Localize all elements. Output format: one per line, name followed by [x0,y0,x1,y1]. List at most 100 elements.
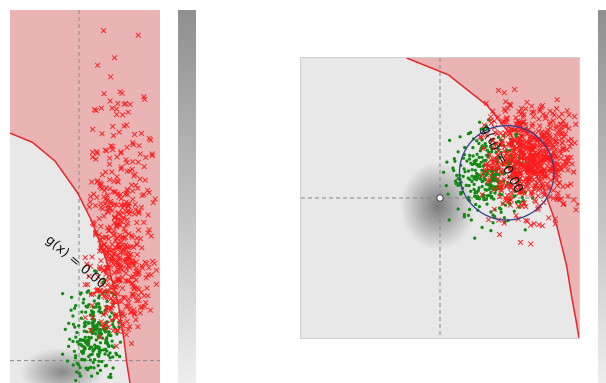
left-safe-point [75,361,79,365]
right-failure-point [558,150,564,157]
right-failure-point [547,134,553,141]
left-safe-point [108,356,112,360]
right-failure-point [541,168,547,175]
left-failure-point [101,90,107,97]
right-failure-point [564,146,570,153]
right-failure-point [496,184,502,191]
left-safe-point [108,351,112,355]
right-safe-point [485,202,489,206]
right-failure-point [556,173,562,179]
right-safe-point [446,192,450,196]
right-safe-point [455,173,459,177]
right-safe-point [487,193,491,197]
left-failure-point [143,275,149,281]
left-failure-point [131,284,137,291]
left-safe-point [103,352,107,356]
left-failure-point [110,188,116,195]
left-failure-point [102,169,109,175]
left-failure-point [132,271,138,277]
left-failure-point [125,262,132,269]
left-failure-point [126,323,133,330]
left-safe-point [93,358,97,362]
left-failure-point [126,200,133,207]
left-safe-point [83,347,87,351]
right-safe-point [444,184,448,188]
right-safe-point [480,138,484,142]
right-failure-point [517,184,523,190]
left-safe-point [107,375,111,379]
left-failure-point [134,285,140,292]
left-failure-point [146,227,152,233]
left-failure-point [99,234,106,241]
left-safe-point [90,374,94,378]
left-safe-point [103,347,108,351]
right-safe-point [499,207,503,211]
left-failure-point [136,142,142,149]
right-safe-point [456,183,460,187]
left-safe-point [80,344,84,348]
right-failure-point [554,155,560,161]
left-failure-point [89,126,96,133]
left-failure-point [130,141,136,148]
right-failure-point [501,220,507,226]
right-failure-point [535,193,541,199]
right-failure-point [546,121,553,127]
left-failure-point [103,184,109,191]
left-failure-point [110,132,117,139]
left-failure-point [123,190,130,196]
left-failure-point [120,214,127,221]
left-failure-point [125,326,132,333]
right-failure-point [540,111,546,117]
left-failure-point [98,318,105,325]
left-failure-point [93,107,99,114]
right-safe-point [462,215,466,219]
right-failure-point [564,160,570,167]
left-safe-point [87,303,91,307]
left-failure-point [82,281,88,288]
left-failure-point [130,291,137,297]
left-failure-point [115,221,121,228]
right-safe-point [468,207,472,211]
left-failure-point [138,204,145,211]
left-safe-point [81,301,85,305]
right-failure-point [575,201,579,207]
right-failure-point [550,195,557,202]
left-safe-point [80,338,84,342]
right-failure-point [491,206,497,212]
left-safe-point [92,366,96,370]
left-failure-point [100,288,107,294]
right-failure-point [528,103,535,109]
right-failure-point [533,151,540,158]
right-failure-point [535,206,541,213]
right-failure-point [535,116,542,122]
left-failure-point [141,96,148,103]
left-failure-points [82,27,160,349]
right-failure-point [528,241,534,247]
right-failure-point [562,131,569,137]
left-failure-point [148,272,154,278]
right-failure-point [516,165,523,171]
left-failure-point [135,292,142,299]
left-safe-point [83,335,87,339]
left-safe-point [70,295,74,299]
right-failure-point [554,96,560,103]
right-failure-point [482,167,489,174]
left-failure-point [125,220,131,227]
right-safe-point [480,155,484,159]
right-failure-point [570,197,577,203]
left-failure-point [114,174,120,180]
right-failure-point [537,170,543,176]
left-failure-point [110,232,117,239]
left-failure-point [98,105,105,111]
right-safe-point [493,191,497,195]
left-safe-point [109,372,113,376]
left-failure-point [103,321,110,328]
left-failure-point [117,89,123,95]
left-safe-point [61,292,65,296]
right-failure-point [559,146,566,153]
right-failure-point [497,168,504,174]
right-failure-point [487,157,494,163]
right-failure-point [503,197,509,203]
left-failure-point [124,159,130,166]
left-failure-point [139,245,145,251]
